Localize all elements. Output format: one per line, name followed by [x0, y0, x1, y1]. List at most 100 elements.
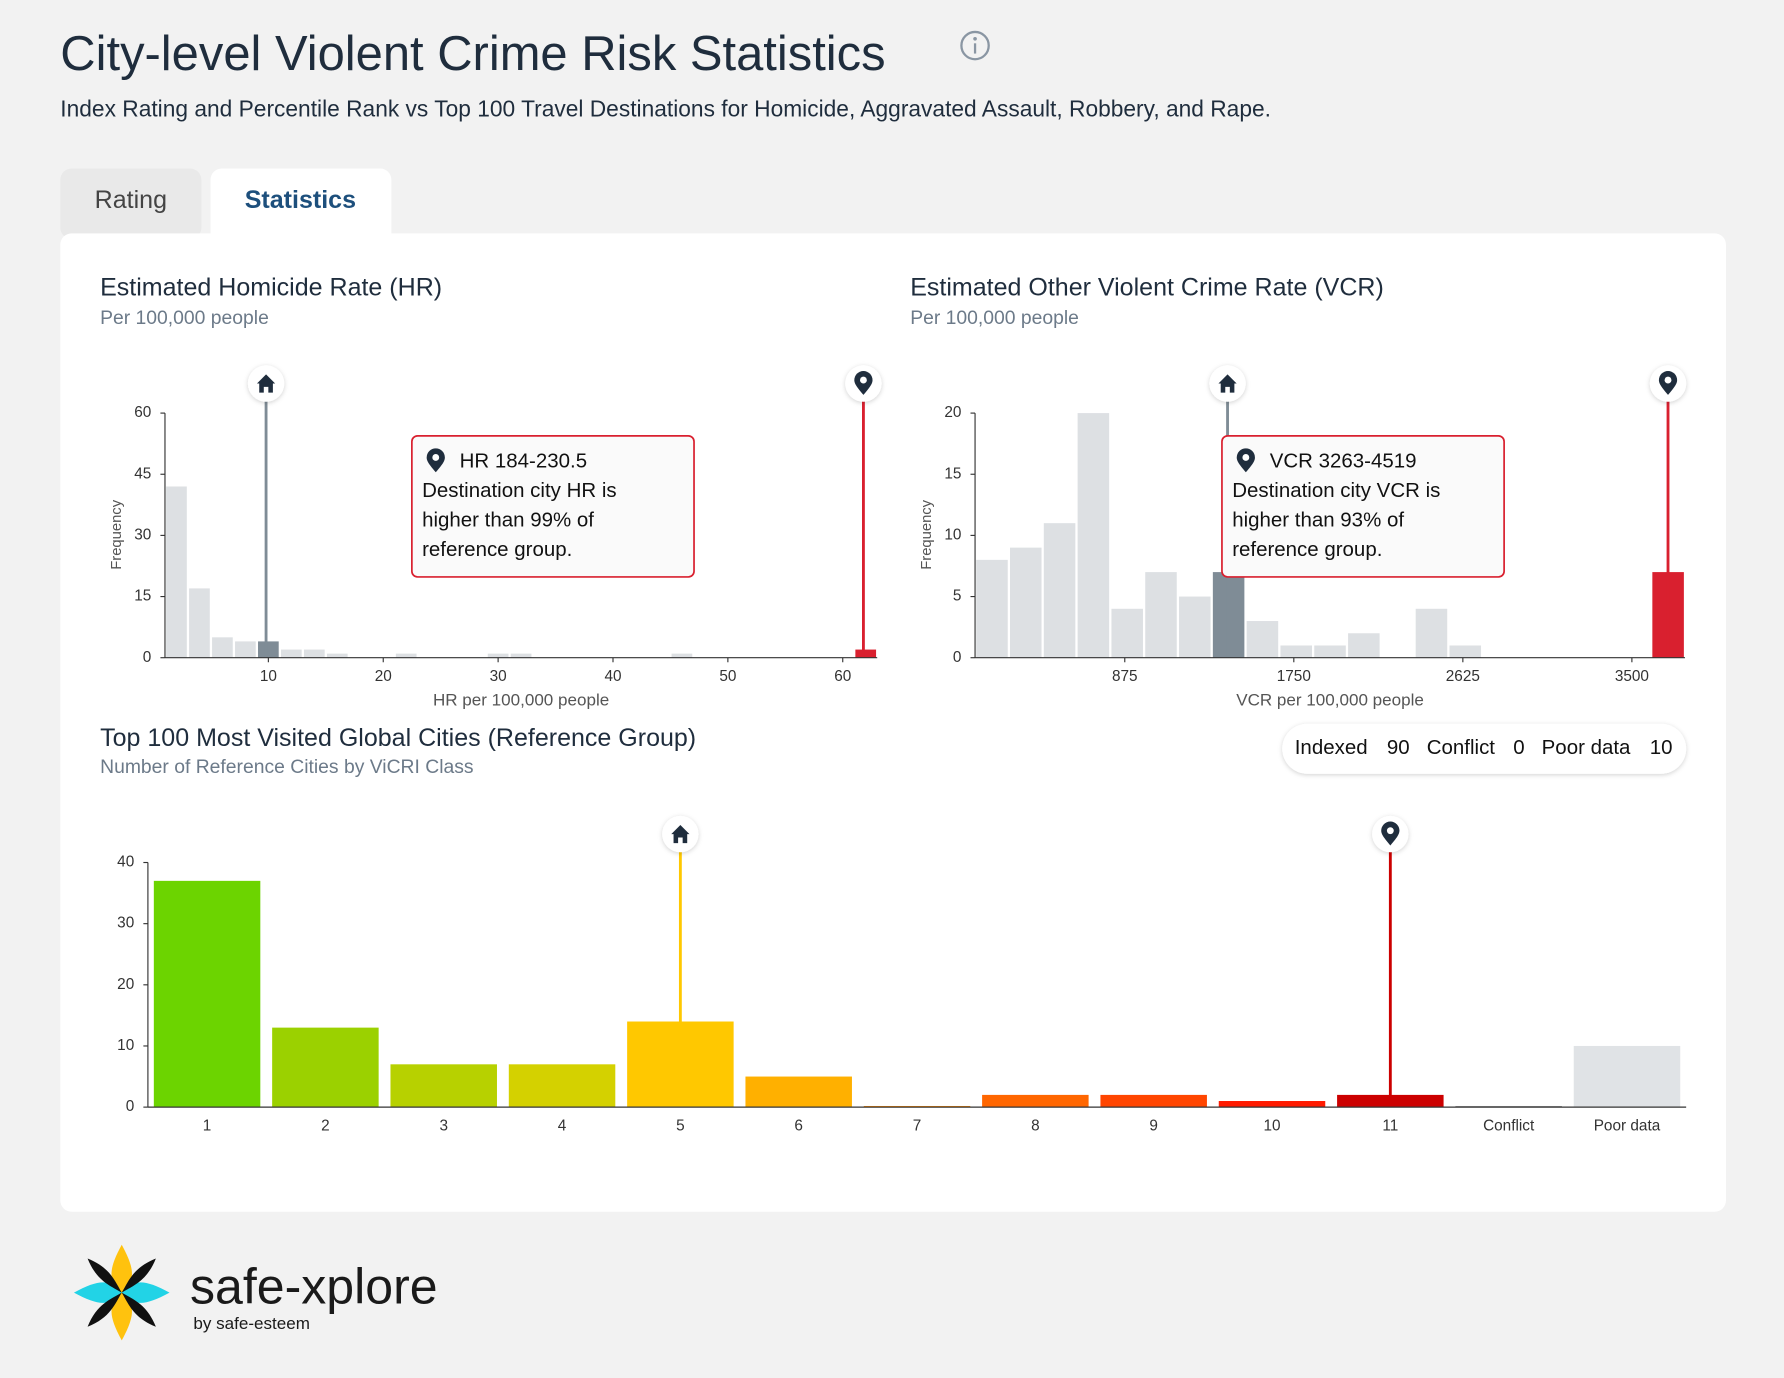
stat-value: 0 — [1513, 736, 1524, 759]
x-tick-label: 3500 — [1615, 668, 1649, 685]
bar — [1573, 1045, 1681, 1108]
y-axis-label: Frequency — [919, 499, 935, 569]
bar — [1100, 1094, 1207, 1108]
x-tick-label: 60 — [834, 668, 851, 685]
y-tick-label: 20 — [117, 976, 134, 993]
histogram-bar — [166, 486, 187, 658]
logo-name: safe-xplore — [190, 1259, 438, 1315]
tab-label: Statistics — [245, 186, 356, 214]
histogram-bar — [280, 649, 302, 658]
x-axis-label: HR per 100,000 people — [433, 690, 609, 709]
annotation-text: reference group. — [422, 538, 572, 561]
tab-active[interactable]: Statistics — [210, 168, 392, 249]
page-title: City-level Violent Crime Risk Statistics — [60, 27, 885, 81]
annotation-text: reference group. — [1232, 538, 1382, 561]
info-icon[interactable] — [960, 30, 990, 61]
stat-value: 90 — [1387, 736, 1410, 759]
histogram-bar — [1077, 413, 1110, 658]
histogram-bar — [395, 653, 417, 658]
x-tick-label: 10 — [260, 668, 277, 685]
histogram-bar — [1010, 547, 1042, 658]
histogram-bar — [1179, 596, 1211, 658]
page-subtitle: Index Rating and Percentile Rank vs Top … — [60, 95, 1271, 121]
tab[interactable]: Rating — [60, 168, 202, 240]
histogram-bar — [1314, 645, 1346, 658]
x-tick-label: 4 — [558, 1118, 567, 1135]
x-tick-label: 50 — [719, 668, 736, 685]
x-tick-label: 10 — [1263, 1118, 1280, 1135]
y-tick-label: 10 — [117, 1037, 134, 1054]
y-tick-label: 45 — [134, 465, 151, 482]
histogram-bar — [1043, 523, 1076, 658]
x-tick-label: 2 — [321, 1118, 330, 1135]
y-tick-label: 0 — [143, 649, 152, 666]
annotation-text: Destination city VCR is — [1232, 479, 1440, 502]
histogram-bar — [855, 649, 877, 658]
bar — [745, 1076, 852, 1108]
y-tick-label: 0 — [126, 1098, 135, 1115]
chart-title: Estimated Homicide Rate (HR) — [100, 274, 442, 302]
chart-subtitle: Number of Reference Cities by ViCRI Clas… — [100, 756, 473, 778]
y-tick-label: 10 — [944, 526, 961, 543]
x-tick-label: Conflict — [1483, 1118, 1535, 1135]
histogram-bar — [1145, 572, 1177, 658]
x-tick-label: 9 — [1149, 1118, 1158, 1135]
x-tick-label: Poor data — [1594, 1118, 1661, 1135]
histogram-bar — [189, 588, 210, 658]
x-tick-label: 5 — [676, 1118, 685, 1135]
histogram-bar — [212, 637, 233, 658]
bar — [982, 1094, 1089, 1108]
bar — [390, 1064, 497, 1108]
histogram-bar — [1280, 645, 1312, 658]
x-tick-label: 11 — [1382, 1118, 1398, 1135]
annotation-text: Destination city HR is — [422, 479, 617, 502]
logo-byline: by safe-esteem — [193, 1314, 310, 1333]
histogram-bar — [1449, 645, 1482, 658]
x-tick-label: 1750 — [1277, 668, 1311, 685]
y-tick-label: 40 — [117, 854, 134, 871]
annotation-text: higher than 99% of — [422, 509, 594, 532]
histogram-bar — [671, 653, 693, 658]
chart-title: Top 100 Most Visited Global Cities (Refe… — [100, 724, 696, 752]
bar — [272, 1027, 379, 1108]
x-tick-label: 40 — [604, 668, 621, 685]
histogram-bar — [235, 641, 256, 658]
y-tick-label: 15 — [944, 465, 961, 482]
x-axis-label: VCR per 100,000 people — [1236, 690, 1424, 709]
histogram-bar — [326, 653, 348, 658]
bar — [508, 1064, 616, 1108]
histogram-bar — [258, 641, 279, 658]
tab-label: Rating — [95, 186, 167, 214]
y-tick-label: 5 — [953, 588, 962, 605]
histogram-bar — [1348, 633, 1380, 658]
logo: safe-xplore by safe-esteem — [73, 1244, 438, 1341]
stat-value: 10 — [1650, 736, 1673, 759]
x-tick-label: 20 — [375, 668, 392, 685]
y-tick-label: 0 — [953, 649, 962, 666]
x-tick-label: 3 — [439, 1118, 448, 1135]
y-tick-label: 30 — [117, 915, 134, 932]
x-tick-label: 1 — [203, 1118, 212, 1135]
annotation-title: VCR 3263-4519 — [1270, 449, 1417, 472]
histogram-bar — [1415, 608, 1448, 658]
x-tick-label: 6 — [794, 1118, 803, 1135]
histogram-bar — [303, 649, 325, 658]
chart-title: Estimated Other Violent Crime Rate (VCR) — [910, 274, 1384, 302]
y-tick-label: 15 — [134, 588, 151, 605]
chart-subtitle: Per 100,000 people — [100, 307, 269, 329]
x-tick-label: 875 — [1112, 668, 1138, 685]
y-axis-label: Frequency — [109, 499, 125, 569]
x-tick-label: 8 — [1031, 1118, 1040, 1135]
histogram-bar — [510, 653, 532, 658]
annotation-text: higher than 93% of — [1232, 509, 1404, 532]
annotation-title: HR 184-230.5 — [460, 449, 587, 472]
stats-pill: Indexed 90 Conflict 0 Poor data 10 — [1282, 723, 1687, 774]
histogram-bar — [487, 653, 509, 658]
chart-subtitle: Per 100,000 people — [910, 307, 1079, 329]
y-tick-label: 30 — [134, 526, 151, 543]
histogram-bar — [1111, 608, 1143, 658]
bar — [1218, 1101, 1326, 1108]
stat-label: Conflict — [1427, 736, 1496, 759]
